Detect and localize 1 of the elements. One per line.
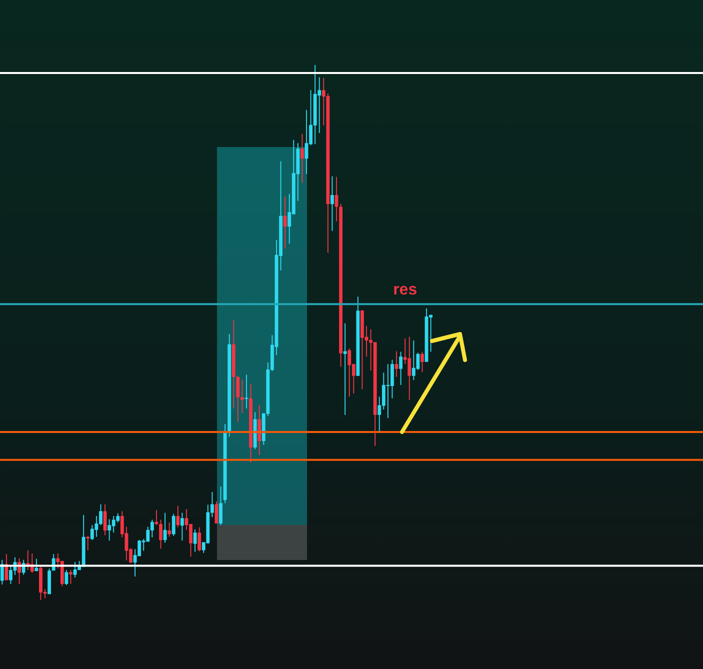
ref-line-label: res xyxy=(393,282,418,299)
